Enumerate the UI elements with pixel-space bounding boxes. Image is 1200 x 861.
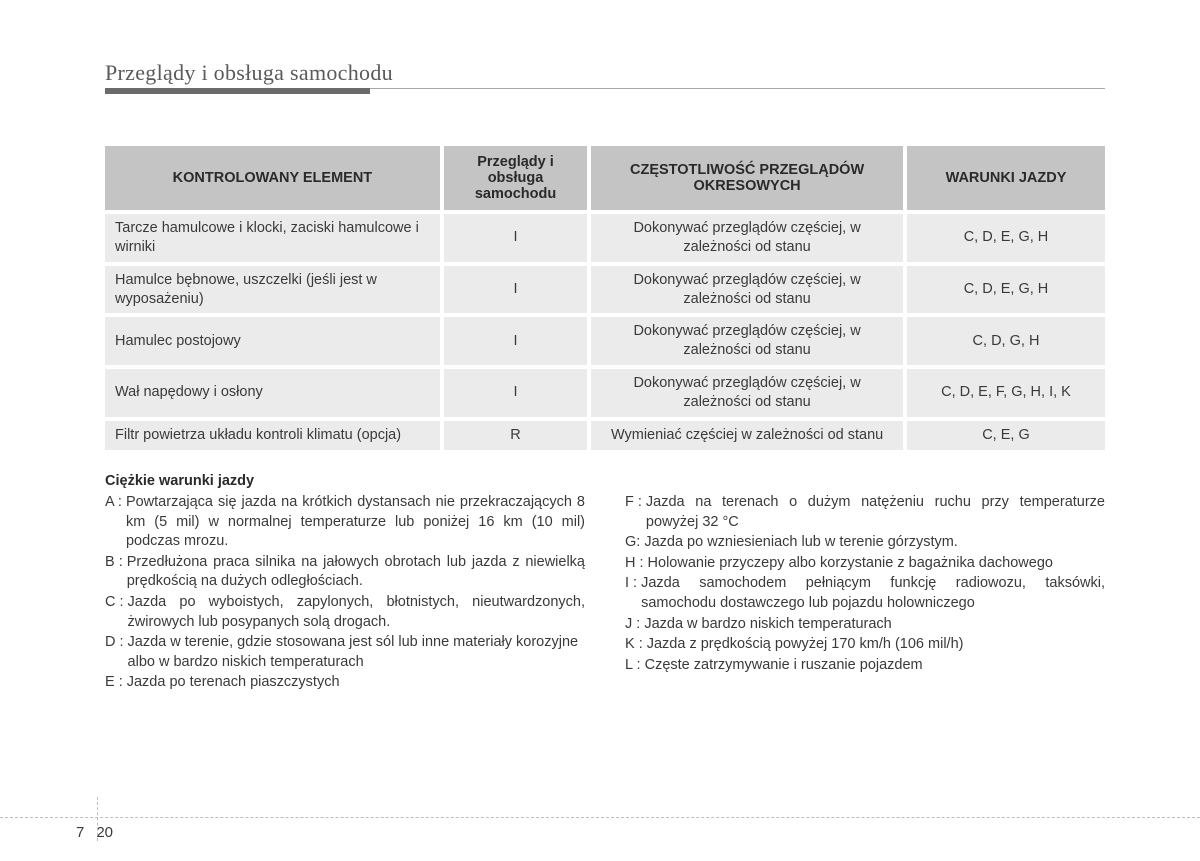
cell-frequency: Wymieniać częściej w zależności od stanu bbox=[589, 419, 905, 450]
condition-label: D : bbox=[105, 633, 128, 672]
condition-item: F :Jazda na terenach o dużym natężeniu r… bbox=[625, 493, 1105, 532]
page-content: Przeglądy i obsługa samochodu KONTROLOWA… bbox=[0, 0, 1200, 694]
footer-chapter: 7 bbox=[76, 824, 90, 841]
footer-vertical-dash bbox=[97, 797, 98, 841]
maintenance-table: KONTROLOWANY ELEMENT Przeglądy i obsługa… bbox=[105, 146, 1105, 450]
cell-frequency: Dokonywać przeglądów częściej, w zależno… bbox=[589, 212, 905, 264]
th-service: Przeglądy i obsługa samochodu bbox=[442, 146, 589, 212]
conditions-columns: A :Powtarzająca się jazda na krótkich dy… bbox=[105, 493, 1105, 694]
condition-item: L :Częste zatrzymywanie i ruszanie pojaz… bbox=[625, 656, 1105, 676]
condition-item: H :Holowanie przyczepy albo korzystanie … bbox=[625, 554, 1105, 574]
condition-text: Jazda po wzniesieniach lub w terenie gór… bbox=[644, 533, 1105, 553]
table-row: Hamulce bębnowe, uszczelki (jeśli jest w… bbox=[105, 264, 1105, 316]
condition-item: G:Jazda po wzniesieniach lub w terenie g… bbox=[625, 533, 1105, 553]
cell-conditions: C, D, E, F, G, H, I, K bbox=[905, 367, 1105, 419]
header-rule bbox=[105, 88, 1105, 94]
condition-label: F : bbox=[625, 493, 646, 532]
rule-light bbox=[370, 88, 1105, 89]
cell-service: I bbox=[442, 264, 589, 316]
condition-label: A : bbox=[105, 493, 126, 552]
condition-item: I :Jazda samochodem pełniącym funkcję ra… bbox=[625, 574, 1105, 613]
cell-element: Wał napędowy i osłony bbox=[105, 367, 442, 419]
rule-dark bbox=[105, 88, 370, 94]
condition-label: B : bbox=[105, 553, 127, 592]
condition-text: Częste zatrzymywanie i ruszanie pojazdem bbox=[645, 656, 1105, 676]
cell-conditions: C, D, E, G, H bbox=[905, 212, 1105, 264]
table-row: Hamulec postojowyIDokonywać przeglądów c… bbox=[105, 315, 1105, 367]
condition-text: Jazda w bardzo niskich temperaturach bbox=[644, 615, 1105, 635]
conditions-section: Ciężkie warunki jazdy A :Powtarzająca si… bbox=[105, 472, 1105, 694]
th-conditions: WARUNKI JAZDY bbox=[905, 146, 1105, 212]
condition-item: K :Jazda z prędkością powyżej 170 km/h (… bbox=[625, 635, 1105, 655]
th-element: KONTROLOWANY ELEMENT bbox=[105, 146, 442, 212]
conditions-title: Ciężkie warunki jazdy bbox=[105, 472, 1105, 492]
condition-text: Powtarzająca się jazda na krótkich dysta… bbox=[126, 493, 585, 552]
cell-frequency: Dokonywać przeglądów częściej, w zależno… bbox=[589, 315, 905, 367]
table-row: Wał napędowy i osłonyIDokonywać przegląd… bbox=[105, 367, 1105, 419]
condition-label: L : bbox=[625, 656, 645, 676]
footer-page: 20 bbox=[90, 824, 113, 841]
table-row: Filtr powietrza układu kontroli klimatu … bbox=[105, 419, 1105, 450]
condition-text: Jazda na terenach o dużym natężeniu ruch… bbox=[646, 493, 1105, 532]
condition-item: J :Jazda w bardzo niskich temperaturach bbox=[625, 615, 1105, 635]
th-frequency: CZĘSTOTLIWOŚĆ PRZEGLĄDÓW OKRESOWYCH bbox=[589, 146, 905, 212]
cell-service: I bbox=[442, 315, 589, 367]
cell-conditions: C, E, G bbox=[905, 419, 1105, 450]
condition-text: Jazda po terenach piaszczystych bbox=[127, 673, 585, 693]
conditions-left-col: A :Powtarzająca się jazda na krótkich dy… bbox=[105, 493, 585, 694]
page-footer: 7 20 bbox=[0, 817, 1200, 841]
condition-item: D :Jazda w terenie, gdzie stosowana jest… bbox=[105, 633, 585, 672]
cell-element: Hamulce bębnowe, uszczelki (jeśli jest w… bbox=[105, 264, 442, 316]
cell-service: I bbox=[442, 367, 589, 419]
cell-service: R bbox=[442, 419, 589, 450]
condition-label: G: bbox=[625, 533, 644, 553]
cell-service: I bbox=[442, 212, 589, 264]
condition-item: E :Jazda po terenach piaszczystych bbox=[105, 673, 585, 693]
table-header-row: KONTROLOWANY ELEMENT Przeglądy i obsługa… bbox=[105, 146, 1105, 212]
cell-conditions: C, D, G, H bbox=[905, 315, 1105, 367]
condition-item: C :Jazda po wyboistych, zapylonych, błot… bbox=[105, 593, 585, 632]
condition-label: I : bbox=[625, 574, 641, 613]
condition-text: Przedłużona praca silnika na jałowych ob… bbox=[127, 553, 585, 592]
cell-conditions: C, D, E, G, H bbox=[905, 264, 1105, 316]
table-row: Tarcze hamulcowe i klocki, zaciski hamul… bbox=[105, 212, 1105, 264]
condition-text: Holowanie przyczepy albo korzystanie z b… bbox=[648, 554, 1105, 574]
condition-label: K : bbox=[625, 635, 647, 655]
page-title: Przeglądy i obsługa samochodu bbox=[105, 60, 1105, 86]
condition-label: H : bbox=[625, 554, 648, 574]
condition-item: A :Powtarzająca się jazda na krótkich dy… bbox=[105, 493, 585, 552]
condition-label: J : bbox=[625, 615, 644, 635]
cell-element: Tarcze hamulcowe i klocki, zaciski hamul… bbox=[105, 212, 442, 264]
cell-frequency: Dokonywać przeglądów częściej, w zależno… bbox=[589, 367, 905, 419]
cell-frequency: Dokonywać przeglądów częściej, w zależno… bbox=[589, 264, 905, 316]
cell-element: Filtr powietrza układu kontroli klimatu … bbox=[105, 419, 442, 450]
cell-element: Hamulec postojowy bbox=[105, 315, 442, 367]
condition-label: E : bbox=[105, 673, 127, 693]
condition-text: Jazda samochodem pełniącym funkcję radio… bbox=[641, 574, 1105, 613]
condition-item: B :Przedłużona praca silnika na jałowych… bbox=[105, 553, 585, 592]
condition-text: Jazda po wyboistych, zapylonych, błotnis… bbox=[128, 593, 585, 632]
condition-text: Jazda w terenie, gdzie stosowana jest só… bbox=[128, 633, 585, 672]
condition-text: Jazda z prędkością powyżej 170 km/h (106… bbox=[647, 635, 1105, 655]
footer-page-number: 7 20 bbox=[76, 824, 1200, 841]
condition-label: C : bbox=[105, 593, 128, 632]
conditions-right-col: F :Jazda na terenach o dużym natężeniu r… bbox=[625, 493, 1105, 694]
footer-rule bbox=[0, 817, 1200, 818]
